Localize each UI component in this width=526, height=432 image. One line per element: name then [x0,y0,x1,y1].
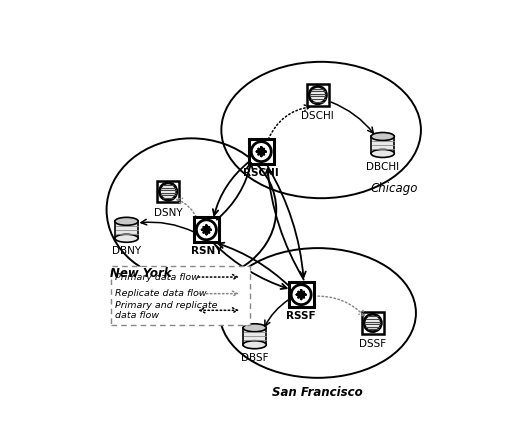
Ellipse shape [243,324,266,332]
Bar [371,137,394,153]
Text: New York: New York [110,267,171,280]
Bar [362,312,383,334]
Circle shape [291,285,311,305]
Circle shape [159,183,177,200]
Bar [115,221,138,238]
Bar [289,282,313,307]
Circle shape [309,86,327,104]
Bar [194,217,219,242]
Ellipse shape [371,133,394,140]
Text: DBNY: DBNY [112,246,141,257]
Text: Primary data flow: Primary data flow [115,273,198,282]
Text: RSSF: RSSF [286,311,316,321]
Bar [307,84,329,106]
Circle shape [251,142,271,162]
Bar [110,267,250,324]
Ellipse shape [243,341,266,349]
Text: DBCHI: DBCHI [366,162,399,172]
Text: RSCHI: RSCHI [244,168,279,178]
Ellipse shape [115,217,138,226]
Text: DBSF: DBSF [241,353,268,363]
Text: Primary and replicate
data flow: Primary and replicate data flow [115,301,217,320]
Circle shape [364,314,381,332]
Bar [243,328,266,345]
Circle shape [196,220,216,240]
Bar [157,181,179,202]
Text: Replicate data flow: Replicate data flow [115,289,206,298]
Text: DSNY: DSNY [154,207,183,218]
Ellipse shape [371,149,394,157]
Text: DSCHI: DSCHI [301,111,334,121]
Bar [249,139,274,164]
Text: DSSF: DSSF [359,339,386,349]
Text: RSNY: RSNY [190,246,222,257]
Text: San Francisco: San Francisco [272,386,363,399]
Text: Chicago: Chicago [370,182,418,195]
Ellipse shape [115,234,138,242]
